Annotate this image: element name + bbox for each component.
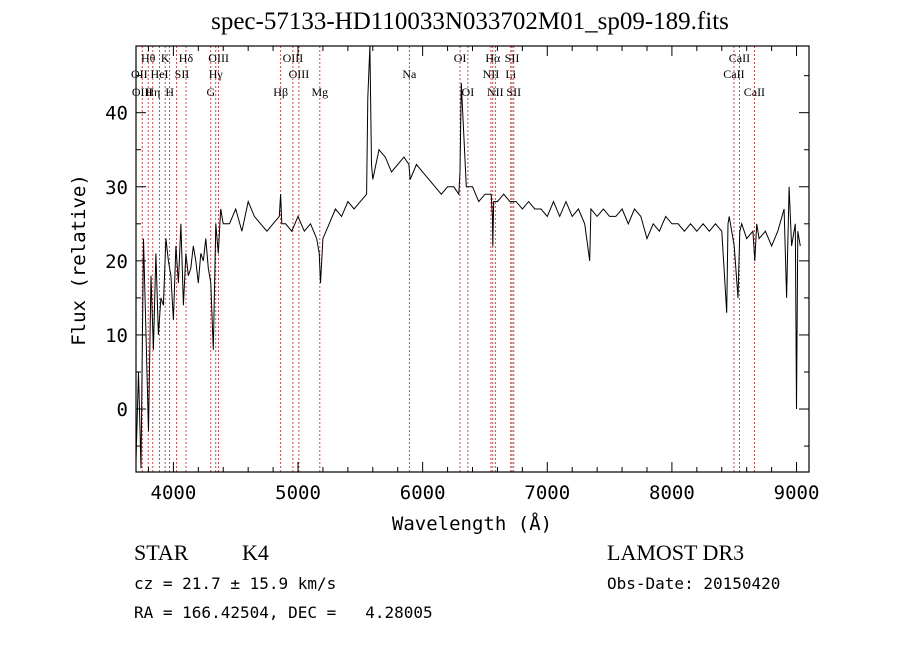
line-label: Na [402,67,417,81]
line-label: Mg [311,85,328,99]
y-tick-label: 20 [105,251,128,273]
y-tick-label: 0 [117,399,128,421]
line-label: HeI [151,67,169,81]
line-label: NII [487,85,504,99]
flux-series-line [135,45,801,469]
y-tick-label: 30 [105,177,128,199]
line-label: Hη [145,85,160,99]
line-label: OII [131,67,148,81]
line-label: K [161,51,170,65]
line-label: OI [454,51,467,65]
observation-date: Obs-Date: 20150420 [607,574,781,593]
line-label: Li [505,67,516,81]
line-label: NII [483,67,500,81]
x-tick-label: 6000 [400,482,446,504]
x-axis-label: Wavelength (Å) [392,512,552,535]
emission-line-labels: Hθ K Hδ OIII OIII OI Hα SII CaII OII HeI SII Hγ OIII N… [131,51,765,99]
line-label: OIII [289,67,310,81]
y-tick-label: 40 [105,103,128,125]
emission-line-markers [141,46,755,472]
redshift-cz: cz = 21.7 ± 15.9 km/s [134,574,337,593]
line-label: SII [506,85,521,99]
line-label: SII [175,67,190,81]
object-class: STAR [134,540,189,565]
x-tick-label: 7000 [524,482,570,504]
survey-name: LAMOST DR3 [607,540,745,565]
line-label: H [165,85,174,99]
line-label: CaII [723,67,744,81]
ra-dec-coordinates: RA = 166.42504, DEC = 4.28005 [134,603,433,622]
line-label: CaII [729,51,750,65]
x-tick-label: 8000 [649,482,695,504]
line-label: OI [462,85,475,99]
axis-ticks: 4000 5000 6000 7000 8000 9000 0 10 20 30 40 [105,46,819,504]
line-label: OIII [208,51,229,65]
plot-frame [135,45,810,473]
line-label: OIII [283,51,304,65]
x-tick-label: 9000 [774,482,820,504]
line-label: Hθ [141,51,156,65]
y-axis-label: Flux (relative) [68,174,90,346]
line-label: CaII [744,85,765,99]
line-label: G [206,85,215,99]
chart-title: spec-57133-HD110033N033702M01_sp09-189.f… [211,8,729,35]
line-label: SII [505,51,520,65]
y-tick-label: 10 [105,325,128,347]
line-label: Hγ [209,67,224,81]
line-label: Hα [485,51,501,65]
line-label: Hδ [179,51,194,65]
line-label: Hβ [273,85,288,99]
x-tick-label: 4000 [151,482,197,504]
line-label: OIII [132,85,153,99]
x-tick-label: 5000 [275,482,321,504]
object-subclass: K4 [242,540,269,565]
